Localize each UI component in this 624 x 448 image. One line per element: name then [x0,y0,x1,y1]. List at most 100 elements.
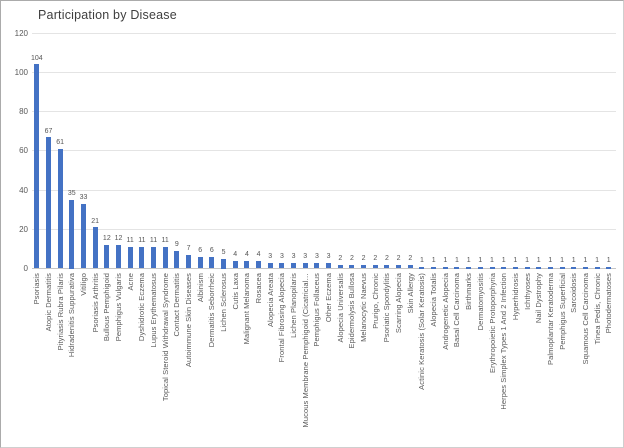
x-axis-category-label: Androgenetic Alopecia [440,272,450,350]
x-axis-category-label: Actinic Keratosis (Solar Keratosis) [417,272,427,390]
bar[interactable] [547,266,553,269]
bar-value-label: 2 [361,255,366,263]
bar-value-label: 11 [161,237,169,245]
x-axis-category-label: Palmoplantar Keratoderma [545,272,555,365]
bar[interactable] [536,266,542,269]
bar[interactable] [396,264,402,269]
bar[interactable] [314,262,320,269]
bar-value-label: 11 [138,237,146,245]
bar-value-label: 3 [291,253,296,261]
bar-value-label: 1 [431,257,436,264]
bar[interactable] [34,64,40,269]
bar[interactable] [80,203,86,269]
x-axis-category-label: Lichen Sclerosus [219,272,229,332]
x-axis-category-label: Malignant Melanoma [242,272,252,344]
x-axis-category-label: Contact Dermatitis [172,272,182,337]
bar[interactable] [477,266,483,269]
bar[interactable] [92,227,98,269]
bar[interactable] [151,246,157,269]
bar[interactable] [361,264,367,269]
bar[interactable] [209,256,215,269]
bar-value-label: 1 [501,257,506,264]
y-axis-tick-label: 40 [19,185,28,195]
x-axis-category-label: Alopecia Areata [265,272,275,327]
bar[interactable] [582,266,588,269]
bar-value-label: 11 [126,237,134,245]
y-axis-tick-label: 0 [23,264,28,273]
bar[interactable] [197,256,203,269]
bar[interactable] [186,254,192,269]
gridline [32,111,616,112]
bar[interactable] [454,266,460,269]
y-axis-tick-label: 80 [19,107,28,116]
x-axis-category-label: Erythropoietic Protoporphyria [487,272,497,373]
bar-value-label: 1 [420,257,424,264]
bar-value-label: 1 [560,257,564,264]
x-axis-category-label: Psoriasis Arthritis [90,272,100,332]
bar[interactable] [256,260,262,269]
bar[interactable] [489,266,495,269]
bar[interactable] [559,266,565,269]
bar[interactable] [162,246,168,269]
bar[interactable] [57,148,63,269]
bar[interactable] [407,264,413,269]
bar[interactable] [512,266,518,269]
bar[interactable] [69,199,75,269]
x-axis-category-label: Psoriasis [32,272,42,304]
bar-value-label: 4 [233,251,238,259]
bar[interactable] [501,266,507,269]
x-axis-category-label: Nail Dystrophy [534,272,544,323]
bar[interactable] [45,137,51,269]
bar-value-label: 9 [174,241,179,249]
x-axis-category-label: Autoimmune Skin Diseases [184,272,194,367]
bar[interactable] [104,244,110,269]
bar[interactable] [174,250,180,269]
bar-value-label: 1 [443,257,448,264]
gridline [32,71,616,73]
bar[interactable] [326,262,332,269]
bar-value-label: 2 [349,255,354,263]
bar[interactable] [606,266,612,269]
bar[interactable] [571,266,577,269]
bar[interactable] [139,246,145,269]
bar-value-label: 3 [268,253,273,261]
bar[interactable] [244,260,250,269]
bar[interactable] [232,260,238,269]
chart-title: Participation by Disease [38,8,177,22]
bar-value-label: 1 [525,257,529,264]
bar[interactable] [127,246,133,269]
x-axis-line [32,268,616,269]
bar[interactable] [524,266,530,269]
x-axis-category-label: Psoriatic Spondylitis [382,272,392,342]
bar[interactable] [372,264,378,269]
bar[interactable] [279,262,285,269]
bar[interactable] [302,262,308,269]
bar[interactable] [116,244,121,269]
bar[interactable] [594,266,600,269]
bar[interactable] [419,266,425,269]
x-axis-category-label: Other Eczema [324,272,334,322]
bar-value-label: 2 [373,255,378,263]
gridline [32,228,616,230]
bar[interactable] [267,262,273,269]
x-axis-category-label: Photodermatoses [604,272,614,333]
x-axis-category-label: Dermatomyositis [475,272,485,330]
x-axis-category-label: Pemphigus Superficial [557,272,567,350]
bar[interactable] [384,264,390,269]
bar-value-label: 4 [256,251,261,259]
y-axis-tick-label: 100 [14,67,28,77]
bar[interactable] [349,264,355,269]
bar[interactable] [466,266,472,269]
bar[interactable] [291,262,297,269]
x-axis-category-label: Cutis Laxa [230,272,240,309]
bar[interactable] [442,266,448,269]
bar[interactable] [221,258,227,269]
bar[interactable] [431,266,437,269]
x-axis-category-label: Rosacea [254,272,264,303]
x-axis-category-label: Pemphigus Follaceus [312,272,322,347]
x-axis-category-label: Birthmarks [464,272,474,310]
bar[interactable] [337,264,343,269]
bar-value-label: 7 [186,245,191,253]
bar-value-label: 1 [571,257,576,264]
